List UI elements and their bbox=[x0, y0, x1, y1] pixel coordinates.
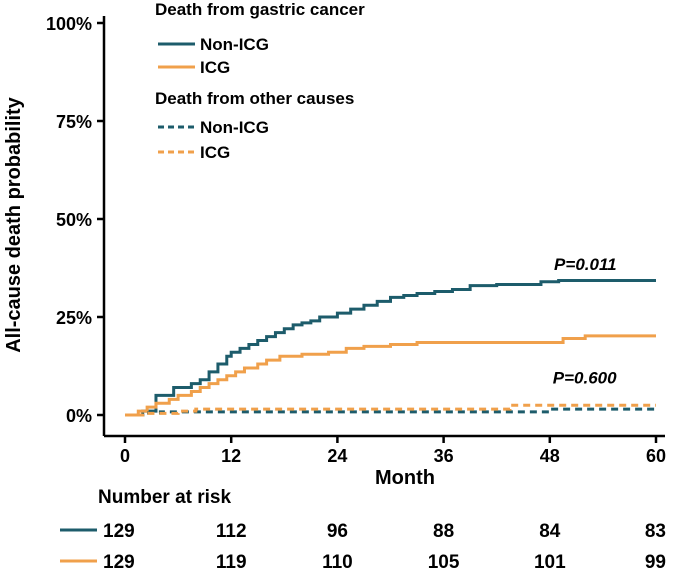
x-tick-label: 24 bbox=[327, 446, 347, 466]
y-tick-label: 50% bbox=[56, 210, 92, 230]
risk-value: 96 bbox=[327, 521, 348, 542]
risk-value: 84 bbox=[539, 521, 561, 542]
p-value-annotation: P=0.600 bbox=[553, 369, 617, 388]
risk-value: 101 bbox=[534, 552, 566, 571]
p-value-annotation: P=0.011 bbox=[554, 255, 617, 274]
risk-value: 83 bbox=[645, 521, 666, 542]
series-layer bbox=[125, 279, 656, 417]
risk-table: Number at risk 129 112 96 88 84 83 129 119 110 10… bbox=[60, 487, 666, 571]
risk-value: 110 bbox=[322, 552, 353, 571]
risk-value: 112 bbox=[216, 521, 247, 542]
y-tick-label: 75% bbox=[56, 112, 92, 132]
x-tick-label: 36 bbox=[434, 446, 454, 466]
x-tick-label: 0 bbox=[120, 446, 130, 466]
y-axis-title: All-cause death probability bbox=[3, 96, 25, 352]
legend-heading-gastric-cancer: Death from gastric cancer bbox=[155, 0, 365, 19]
series-line-oc-non-icg bbox=[125, 407, 656, 417]
axes bbox=[102, 16, 665, 438]
series-line-gc-non-icg bbox=[125, 279, 656, 417]
risk-rows: 129 112 96 88 84 83 129 119 110 105 101 99 bbox=[60, 521, 666, 571]
x-tick-label: 12 bbox=[221, 446, 241, 466]
risk-value: 129 bbox=[103, 552, 135, 571]
x-axis-title: Month bbox=[375, 467, 435, 489]
risk-value: 88 bbox=[433, 521, 454, 542]
legend-label-gc-non-icg: Non-ICG bbox=[200, 35, 269, 54]
risk-table-title: Number at risk bbox=[98, 487, 231, 508]
risk-value: 119 bbox=[216, 552, 247, 571]
y-tick-label: 0% bbox=[66, 406, 92, 426]
y-tick-label: 100% bbox=[46, 14, 92, 34]
x-tick-label: 60 bbox=[646, 446, 666, 466]
legend-label-oc-icg: ICG bbox=[200, 143, 230, 162]
legend-heading-other-causes: Death from other causes bbox=[155, 89, 354, 108]
risk-value: 105 bbox=[428, 552, 460, 571]
series-line-gc-icg bbox=[125, 334, 656, 417]
x-ticks: 0 12 24 36 48 60 bbox=[120, 436, 666, 466]
series-line-oc-icg bbox=[125, 403, 656, 417]
annotations: P=0.011 P=0.600 bbox=[553, 255, 617, 388]
risk-value: 99 bbox=[645, 552, 666, 571]
legend-label-oc-non-icg: Non-ICG bbox=[200, 118, 269, 137]
risk-value: 129 bbox=[103, 521, 135, 542]
y-tick-label: 25% bbox=[56, 308, 92, 328]
y-ticks: 0% 25% 50% 75% 100% bbox=[46, 14, 104, 426]
x-tick-label: 48 bbox=[540, 446, 560, 466]
legend: Death from gastric cancer Non-ICG ICG De… bbox=[155, 0, 365, 162]
legend-label-gc-icg: ICG bbox=[200, 58, 230, 77]
